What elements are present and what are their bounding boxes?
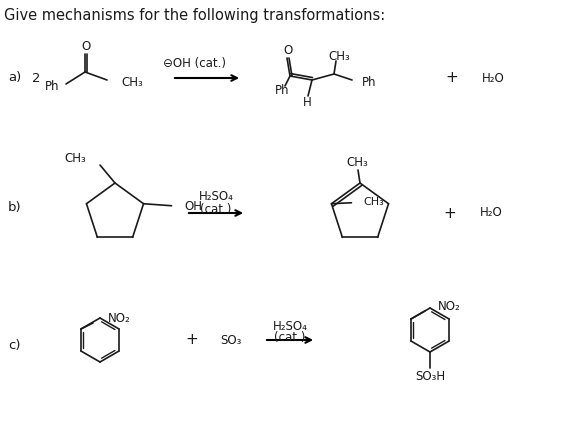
Text: Give mechanisms for the following transformations:: Give mechanisms for the following transf… <box>4 8 386 23</box>
Text: b): b) <box>8 201 22 214</box>
Text: SO₃H: SO₃H <box>415 369 445 382</box>
Text: H₂SO₄: H₂SO₄ <box>273 320 307 333</box>
Text: CH₃: CH₃ <box>328 51 350 64</box>
Text: Ph: Ph <box>275 84 289 97</box>
Text: (cat.): (cat.) <box>200 204 232 216</box>
Text: +: + <box>446 71 458 85</box>
Text: H: H <box>303 97 311 110</box>
Text: H₂O: H₂O <box>480 207 503 220</box>
Text: 2: 2 <box>32 71 41 84</box>
Text: H₂O: H₂O <box>482 71 505 84</box>
Text: CH₃: CH₃ <box>363 197 384 207</box>
Text: Ph: Ph <box>362 75 376 88</box>
Text: CH₃: CH₃ <box>64 152 86 165</box>
Text: a): a) <box>8 71 21 84</box>
Text: Ph: Ph <box>45 80 59 93</box>
Text: ⊖OH (cat.): ⊖OH (cat.) <box>164 58 227 71</box>
Text: CH₃: CH₃ <box>346 156 368 169</box>
Text: CH₃: CH₃ <box>121 75 143 88</box>
Text: +: + <box>444 206 456 220</box>
Text: NO₂: NO₂ <box>108 313 130 326</box>
Text: SO₃: SO₃ <box>220 333 241 346</box>
Text: O: O <box>283 45 293 58</box>
Text: NO₂: NO₂ <box>438 301 460 313</box>
Text: (cat.): (cat.) <box>275 332 305 345</box>
Text: +: + <box>186 333 198 348</box>
Text: H₂SO₄: H₂SO₄ <box>198 190 233 203</box>
Text: OH: OH <box>185 200 202 213</box>
Text: O: O <box>81 41 90 54</box>
Text: c): c) <box>8 339 21 352</box>
